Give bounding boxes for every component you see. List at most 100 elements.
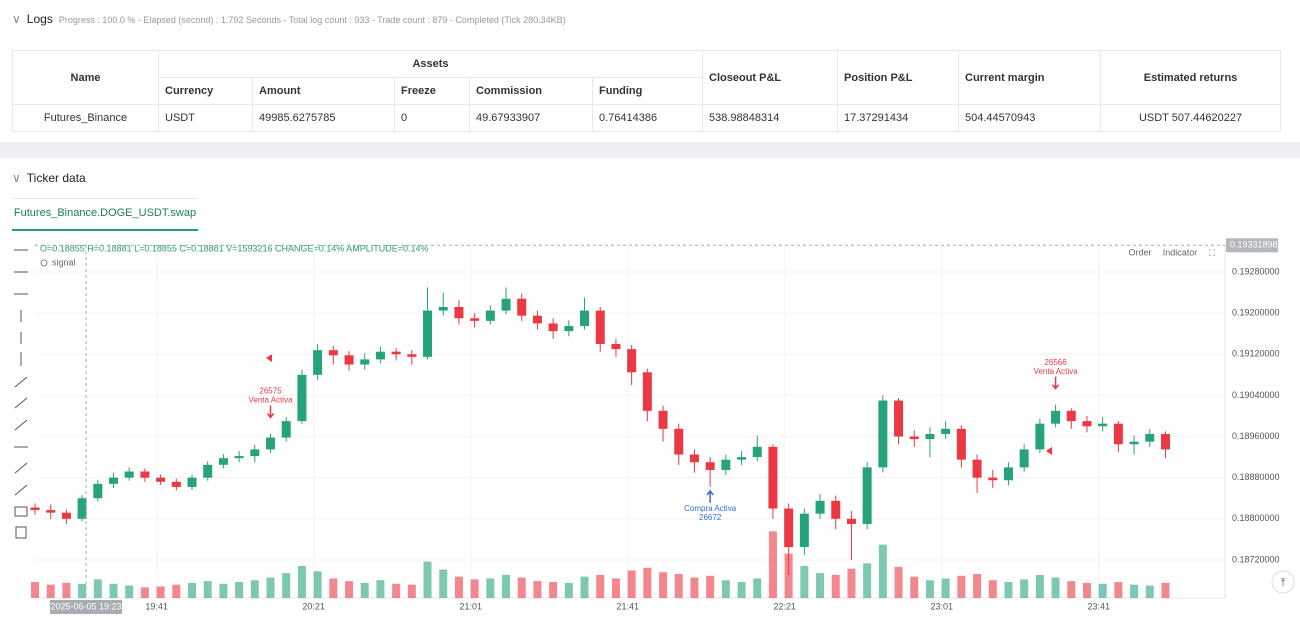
candle-body <box>46 510 56 513</box>
candle-body <box>721 459 731 470</box>
candle-body <box>705 462 715 470</box>
volume-bar <box>1130 584 1139 598</box>
ticker-title: Ticker data <box>26 171 86 185</box>
candle-body <box>234 456 244 459</box>
y-tick-label: 0.18720000 <box>1232 554 1280 564</box>
volume-bar <box>973 574 982 598</box>
y-tick-label: 0.19200000 <box>1232 308 1280 318</box>
volume-bar <box>376 580 385 598</box>
signal-id: 26566 <box>1044 358 1067 367</box>
volume-bar <box>1067 581 1076 598</box>
candle-body <box>1145 433 1155 442</box>
candle-body <box>30 507 40 511</box>
signal-id: 26575 <box>259 387 282 396</box>
scroll-top-button[interactable] <box>1271 570 1295 594</box>
candle-body <box>187 477 197 487</box>
order-button[interactable]: Order <box>1128 247 1151 257</box>
y-tick-label: 0.19040000 <box>1232 390 1280 400</box>
volume-bar <box>203 581 212 598</box>
candle-body <box>360 359 370 365</box>
eye-icon[interactable] <box>40 259 48 267</box>
header-cell: Freeze <box>394 77 470 105</box>
volume-bar <box>266 577 275 598</box>
volume-bar <box>957 575 966 598</box>
indicator-button[interactable]: Indicator <box>1163 247 1198 257</box>
volume-bar <box>800 566 809 598</box>
volume-bar <box>533 581 542 598</box>
volume-bar <box>1004 582 1013 598</box>
legend-entry: signal <box>52 257 76 267</box>
volume-bar <box>894 566 903 598</box>
volume-bar <box>93 579 102 598</box>
volume-bar <box>470 579 479 598</box>
candle-body <box>1113 423 1123 445</box>
signal-label: Venta Activa <box>1034 367 1079 376</box>
volume-bar <box>439 569 448 598</box>
x-tick-label: 20:21 <box>302 601 325 611</box>
chart-buttons[interactable]: Order Indicator ⛶ <box>1128 247 1215 257</box>
volume-bar <box>329 578 338 598</box>
volume-bar <box>580 576 589 598</box>
candle-body <box>313 350 323 375</box>
candle-body <box>878 400 888 468</box>
candle-body <box>799 513 809 548</box>
candle-body <box>768 446 778 509</box>
candle-body <box>93 483 103 499</box>
volume-bar <box>1051 577 1060 598</box>
y-tick-label: 0.18880000 <box>1232 472 1280 482</box>
volume-bar <box>62 582 71 598</box>
volume-bar <box>46 584 55 598</box>
toolbar[interactable] <box>14 249 28 539</box>
candle-body <box>1160 433 1170 450</box>
candle-body <box>1082 421 1092 427</box>
cell: USDT 507.44620227 <box>1100 104 1282 132</box>
candle-body <box>548 323 558 332</box>
candle-body <box>203 464 213 478</box>
volume-bar <box>596 574 605 598</box>
volume-bar <box>690 577 699 598</box>
candle-body <box>564 325 574 332</box>
candle-body <box>658 410 668 429</box>
signal-arrow <box>706 489 714 503</box>
candle-body <box>1129 441 1139 445</box>
logs-panel: ∨ Logs Progress : 100.0 % - Elapsed (secon… <box>0 0 1300 142</box>
volume-bar <box>611 578 620 598</box>
volume-bar <box>753 578 762 598</box>
volume-bar <box>1145 585 1154 598</box>
candle-body <box>941 428 951 434</box>
candle-body <box>1019 449 1029 468</box>
logs-title: Logs <box>26 12 53 26</box>
ohlc-info: O=0.18855 H=0.18881 L=0.18855 C=0.18881 … <box>40 243 429 253</box>
candle-body <box>1035 423 1045 450</box>
cell: Futures_Binance <box>12 104 159 132</box>
candle-body <box>862 467 872 524</box>
volume-bar <box>360 582 369 598</box>
signal-id: 26672 <box>699 513 722 522</box>
volume-bar <box>784 553 793 598</box>
marker-icon <box>1046 447 1052 455</box>
volume-bar <box>1098 583 1107 598</box>
candle-body <box>266 437 276 450</box>
x-tick-label: 21:41 <box>616 601 639 611</box>
volume-bar <box>925 580 934 598</box>
cell: USDT <box>158 104 253 132</box>
candle-body <box>171 481 181 487</box>
volume-bar <box>878 544 887 598</box>
logs-header[interactable]: ∨ Logs Progress : 100.0 % - Elapsed (secon… <box>12 12 566 26</box>
volume-bar <box>502 574 511 598</box>
volume-bar <box>78 583 87 598</box>
ticker-header[interactable]: ∨ Ticker data <box>12 171 86 185</box>
volume-bar <box>863 563 872 598</box>
x-tick-label: 23:41 <box>1087 601 1110 611</box>
volume-bar <box>454 576 463 598</box>
volume-bar <box>564 582 573 598</box>
volume-bar <box>706 575 715 598</box>
candle-body <box>611 343 621 350</box>
volume-bar <box>140 587 149 598</box>
candle-body <box>580 310 590 326</box>
ticker-tab[interactable]: Futures_Binance.DOGE_USDT.swap <box>12 198 198 231</box>
fullscreen-button[interactable]: ⛶ <box>1208 247 1216 257</box>
y-tick-label: 0.19120000 <box>1232 349 1280 359</box>
candle-body <box>470 318 480 321</box>
volume-bar <box>297 566 306 598</box>
